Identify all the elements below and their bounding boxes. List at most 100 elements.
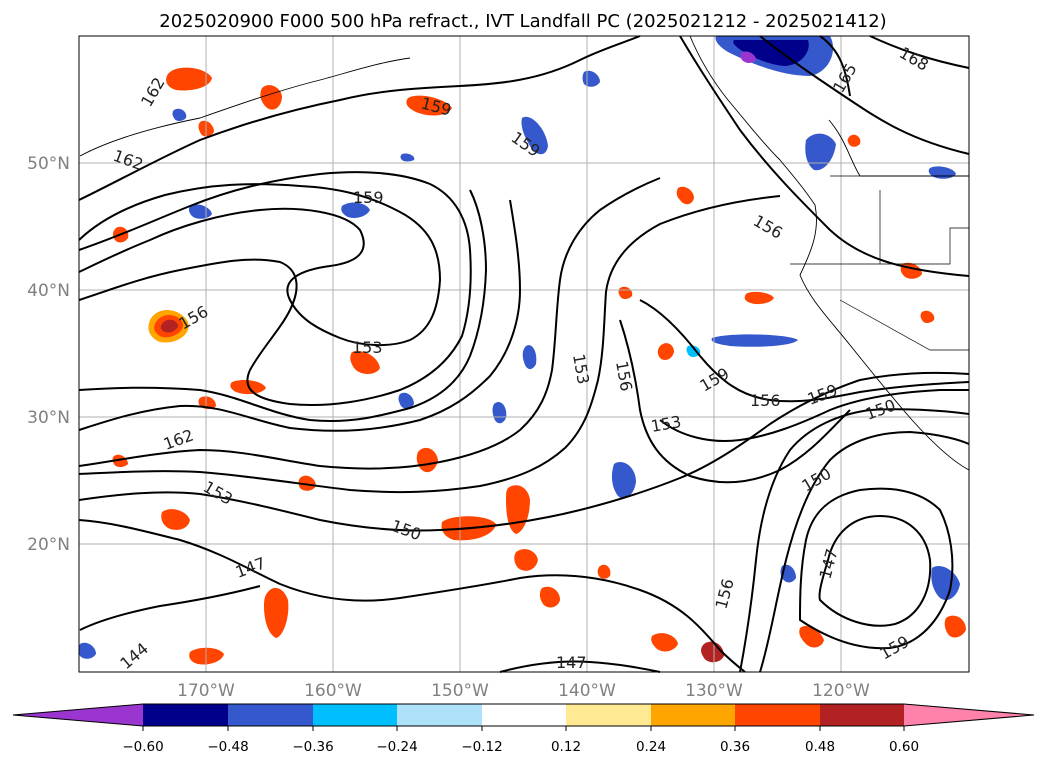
contour-line bbox=[78, 195, 781, 494]
warm-patch bbox=[657, 343, 674, 360]
cool-patch bbox=[400, 153, 415, 162]
warm-patch bbox=[514, 549, 538, 571]
colorbar-segment bbox=[13, 704, 143, 726]
contour-line bbox=[639, 299, 970, 403]
contour-line bbox=[78, 35, 641, 201]
refractivity-contours bbox=[78, 35, 970, 673]
contour-line bbox=[78, 171, 472, 407]
lat-label: 40°N bbox=[27, 281, 70, 301]
cool-patch bbox=[172, 108, 187, 121]
contour-line bbox=[78, 519, 746, 673]
figure-title: 2025020900 F000 500 hPa refract., IVT La… bbox=[159, 11, 886, 32]
north-america-west-coast bbox=[689, 35, 970, 471]
contour-line bbox=[759, 431, 970, 673]
contour-line bbox=[79, 585, 261, 631]
lat-label: 30°N bbox=[27, 408, 70, 428]
cool-patch bbox=[521, 116, 548, 155]
map-frame bbox=[78, 35, 970, 673]
colorbar-label: 0.36 bbox=[720, 739, 750, 755]
lon-label: 120°W bbox=[812, 681, 870, 701]
contour-label: 153 bbox=[352, 338, 383, 357]
lat-label: 20°N bbox=[27, 535, 70, 555]
colorbar-segment bbox=[228, 704, 313, 726]
contour-line bbox=[499, 660, 661, 673]
alaska-aleutian-coast bbox=[79, 57, 411, 157]
colorbar-label: 0.60 bbox=[889, 739, 919, 755]
warm-patch bbox=[676, 186, 694, 205]
warm-patch bbox=[350, 350, 380, 374]
state-border bbox=[790, 227, 969, 265]
warm-patch bbox=[264, 587, 289, 638]
warm-patch bbox=[189, 647, 224, 665]
contour-label: 147 bbox=[556, 653, 587, 672]
state-border bbox=[839, 299, 969, 351]
lon-label: 170°W bbox=[177, 681, 235, 701]
lat-label: 50°N bbox=[27, 154, 70, 174]
colorbar-segment bbox=[397, 704, 482, 726]
colorbar-segment bbox=[904, 704, 1034, 726]
cool-patch bbox=[492, 401, 507, 424]
colorbar-segment bbox=[820, 704, 904, 726]
colorbar-label: −0.36 bbox=[292, 739, 333, 755]
warm-patch bbox=[260, 85, 282, 110]
colorbar-label: 0.12 bbox=[551, 739, 581, 755]
colorbar-segment bbox=[566, 704, 651, 726]
contour-label: 159 bbox=[353, 188, 384, 207]
political-borders bbox=[790, 175, 969, 351]
shaded-fields bbox=[78, 36, 966, 665]
contour-line bbox=[869, 35, 970, 69]
contour-line bbox=[799, 487, 954, 650]
contour-line bbox=[818, 515, 932, 627]
graticule bbox=[79, 36, 969, 672]
contour-line bbox=[78, 177, 661, 470]
colorbar-label: 0.24 bbox=[636, 739, 666, 755]
colorbar-label: −0.48 bbox=[207, 739, 248, 755]
cool-patch bbox=[805, 133, 836, 171]
warm-patch bbox=[161, 509, 190, 530]
colorbar-segment bbox=[482, 704, 566, 726]
contour-line bbox=[739, 408, 970, 673]
lon-label: 130°W bbox=[685, 681, 743, 701]
cool-patch bbox=[341, 202, 370, 218]
warm-patch bbox=[298, 475, 316, 491]
contour-line bbox=[78, 371, 970, 532]
cool-patch bbox=[78, 642, 96, 659]
warm-patch bbox=[651, 633, 678, 652]
colorbar-label: 0.48 bbox=[805, 739, 835, 755]
colorbar-label: −0.60 bbox=[122, 739, 163, 755]
warm-patch bbox=[744, 291, 774, 305]
contour-line bbox=[78, 189, 487, 423]
warm-patch bbox=[920, 310, 935, 323]
cool-patch bbox=[740, 51, 756, 63]
contour-line bbox=[78, 199, 521, 432]
warm-patch bbox=[112, 454, 128, 467]
cool-patch bbox=[398, 392, 414, 409]
warm-patch bbox=[160, 319, 178, 333]
lon-label: 150°W bbox=[431, 681, 489, 701]
cool-patch bbox=[686, 345, 701, 357]
cool-patch bbox=[711, 334, 798, 347]
colorbar: −0.60 −0.48 −0.36 −0.24 −0.12 0.12 0.24 … bbox=[12, 703, 1035, 755]
warm-patch bbox=[166, 67, 212, 91]
cool-patch bbox=[522, 345, 537, 370]
colorbar-label: −0.24 bbox=[376, 739, 417, 755]
positive-anomaly-patches bbox=[112, 67, 966, 665]
contour-line bbox=[819, 35, 851, 97]
warm-patch bbox=[597, 564, 611, 579]
lon-label: 160°W bbox=[304, 681, 362, 701]
colorbar-segment bbox=[735, 704, 820, 726]
colorbar-labels: −0.60 −0.48 −0.36 −0.24 −0.12 0.12 0.24 … bbox=[122, 739, 919, 755]
warm-patch bbox=[406, 95, 452, 116]
lon-label: 140°W bbox=[558, 681, 616, 701]
warm-patch bbox=[539, 586, 560, 608]
warm-patch bbox=[944, 615, 966, 638]
warm-patch bbox=[847, 134, 861, 147]
colorbar-label: −0.12 bbox=[461, 739, 502, 755]
longitude-labels: 170°W 160°W 150°W 140°W 130°W 120°W bbox=[177, 681, 870, 701]
colorbar-ticks bbox=[142, 726, 905, 731]
latitude-labels: 50°N 40°N 30°N 20°N bbox=[27, 154, 70, 555]
contour-line bbox=[619, 319, 851, 484]
contour-line bbox=[78, 183, 441, 347]
map-panel: 159 162 162 156 159 156 153 153 156 159 … bbox=[78, 35, 970, 673]
